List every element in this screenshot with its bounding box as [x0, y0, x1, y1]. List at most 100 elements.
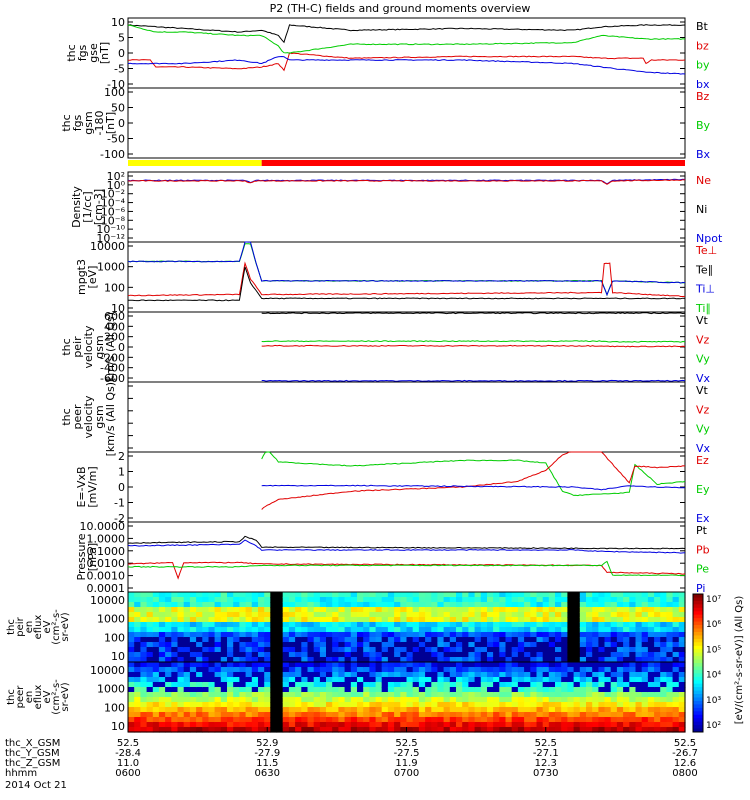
- colorbar-cell: [693, 707, 703, 712]
- spectrogram-cell: [579, 637, 587, 643]
- spectrogram-cell: [487, 632, 494, 638]
- colorbar-cell: [693, 676, 703, 681]
- spectrogram-cell: [666, 697, 674, 703]
- spectrogram-cell: [387, 657, 395, 663]
- spectrogram-cell: [326, 717, 333, 723]
- spectrogram-cell: [239, 637, 247, 643]
- spectrogram-cell: [357, 712, 364, 718]
- spectrogram-cell: [499, 657, 507, 663]
- spectrogram-cell: [332, 697, 339, 703]
- spectrogram-cell: [517, 667, 525, 673]
- series-line: [127, 539, 686, 554]
- spectrogram-cell: [134, 667, 141, 673]
- spectrogram-cell: [233, 657, 240, 663]
- spectrogram-cell: [579, 627, 587, 633]
- spectrogram-cell: [678, 597, 686, 603]
- spectrogram-cell: [307, 717, 315, 723]
- spectrogram-cell: [158, 677, 166, 683]
- spectrogram-cell: [140, 592, 148, 598]
- spectrogram-cell: [357, 682, 364, 688]
- spectrogram-cell: [183, 657, 191, 663]
- spectrogram-cell: [128, 672, 135, 678]
- spectrogram-cell: [220, 647, 228, 653]
- spectrogram-cell: [363, 617, 370, 623]
- spectrogram-cell: [449, 612, 457, 618]
- spectrogram-cell: [480, 632, 488, 638]
- spectrogram-cell: [128, 712, 135, 718]
- spectrogram-cell: [425, 592, 432, 598]
- spectrogram-cell: [295, 697, 302, 703]
- spectrogram-cell: [332, 617, 339, 623]
- spectrogram-cell: [140, 692, 148, 698]
- spectrogram-cell: [288, 622, 296, 628]
- spectrogram-cell: [165, 602, 172, 608]
- spectrogram-cell: [524, 637, 531, 643]
- spectrogram-cell: [332, 597, 339, 603]
- spectrogram-cell: [666, 592, 674, 598]
- spectrogram-cell: [301, 602, 309, 608]
- x-tick-label: -27.1: [533, 748, 559, 759]
- spectrogram-cell: [288, 647, 296, 653]
- spectrogram-cell: [387, 712, 395, 718]
- spectrogram-cell: [654, 727, 661, 733]
- spectrogram-cell: [678, 687, 686, 693]
- spectrogram-cell: [165, 707, 172, 713]
- spectrogram-cell: [128, 657, 135, 663]
- spectrogram-cell: [363, 607, 370, 613]
- spectrogram-cell: [171, 622, 179, 628]
- spectrogram-cell: [239, 707, 247, 713]
- spectrogram-cell: [214, 622, 222, 628]
- spectrogram-cell: [536, 597, 544, 603]
- spectrogram-cell: [672, 702, 680, 708]
- spectrogram-cell: [326, 687, 333, 693]
- spectrogram-cell: [227, 717, 234, 723]
- spectrogram-cell: [264, 707, 271, 713]
- spectrogram-cell: [635, 677, 643, 683]
- spectrogram-cell: [227, 602, 234, 608]
- spectrogram-cell: [208, 597, 216, 603]
- spectrogram-cell: [375, 592, 383, 598]
- spectrogram-cell: [233, 622, 240, 628]
- spectrogram-cell: [505, 707, 513, 713]
- spectrogram-cell: [307, 637, 315, 643]
- spectrogram-cell: [301, 627, 309, 633]
- spectrogram-cell: [678, 632, 686, 638]
- spectrogram-cell: [338, 687, 346, 693]
- spectrogram-cell: [134, 602, 141, 608]
- panel-frame: [127, 381, 686, 453]
- spectrogram-cell: [474, 727, 482, 733]
- spectrogram-cell: [152, 632, 160, 638]
- spectrogram-cell: [196, 672, 203, 678]
- spectrogram-cell: [641, 647, 649, 653]
- spectrogram-cell: [152, 692, 160, 698]
- spectrogram-cell: [635, 662, 643, 668]
- spectrogram-cell: [542, 607, 550, 613]
- spectrogram-cell: [381, 617, 389, 623]
- x-tick-label: 11.9: [395, 758, 417, 769]
- spectrogram-cell: [295, 622, 302, 628]
- spectrogram-cell: [524, 672, 531, 678]
- spectrogram-cell: [338, 597, 346, 603]
- spectrogram-cell: [573, 662, 581, 668]
- y-tick-label: 100: [104, 631, 125, 644]
- spectrogram-cell: [641, 652, 649, 658]
- spectrogram-cell: [313, 617, 321, 623]
- spectrogram-cell: [449, 632, 457, 638]
- spectrogram-cell: [456, 657, 463, 663]
- spectrogram-cell: [350, 647, 358, 653]
- spectrogram-cell: [406, 652, 414, 658]
- spectrogram-cell: [202, 602, 210, 608]
- spectrogram-cell: [319, 722, 327, 728]
- spectrogram-cell: [499, 692, 507, 698]
- spectrogram-cell: [592, 677, 599, 683]
- spectrogram-cell: [338, 722, 346, 728]
- spectrogram-cell: [592, 632, 599, 638]
- spectrogram-cell: [511, 712, 519, 718]
- spectrogram-cell: [326, 657, 333, 663]
- spectrogram-cell: [635, 592, 643, 598]
- spectrogram-cell: [567, 612, 575, 618]
- spectrogram-cell: [561, 647, 568, 653]
- spectrogram-cell: [542, 627, 550, 633]
- spectrogram-cell: [140, 627, 148, 633]
- spectrogram-cell: [158, 707, 166, 713]
